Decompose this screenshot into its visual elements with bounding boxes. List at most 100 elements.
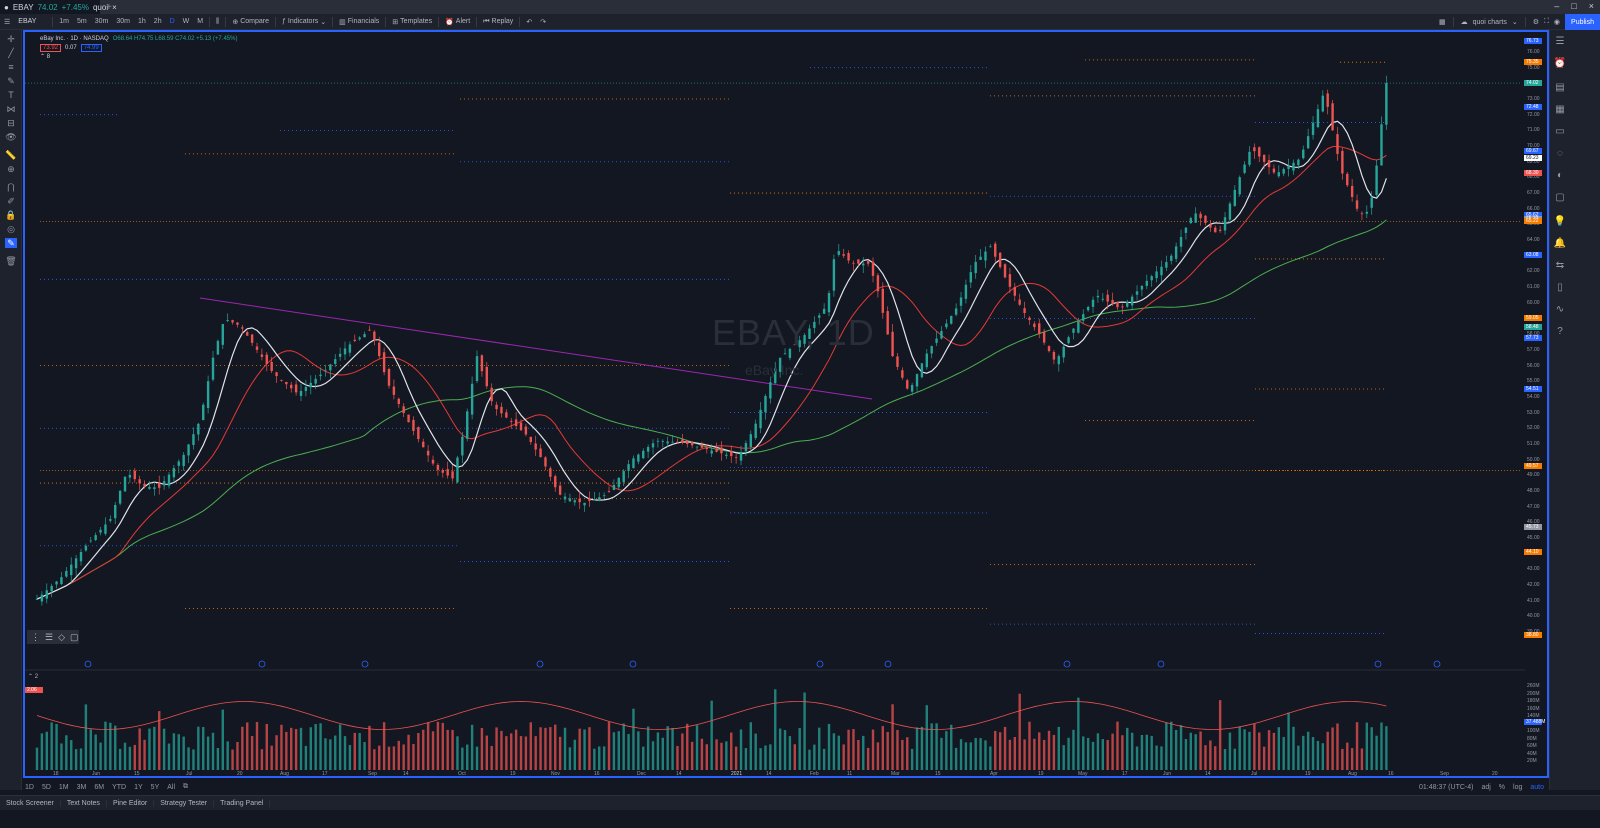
zoom-icon[interactable]: ⊕ [7,164,15,174]
sell-price-box[interactable]: 73.92 [40,43,62,52]
financials-button[interactable]: ▥ Financials [335,18,383,26]
interval-5m[interactable]: 5m [77,18,87,25]
hide-icon[interactable]: ◎ [7,224,15,234]
redo-icon[interactable]: ↷ [540,18,547,26]
tab-close-icon[interactable]: × [112,2,117,12]
drag-handle-icon[interactable]: ⋮ [31,631,40,642]
undo-icon[interactable]: ↶ [526,18,533,26]
settings-icon[interactable]: ⚙ [1532,19,1540,26]
candle-body [348,344,352,353]
calendar-icon[interactable]: ▭ [1555,126,1565,137]
indicators-button[interactable]: ƒ Indicators ⌄ [278,18,330,26]
hotlist-icon[interactable]: ▦ [1555,104,1565,115]
watchlist-icon[interactable]: ☰ [1555,36,1565,47]
interval-30m-b[interactable]: 30m [116,18,130,25]
brush-icon[interactable]: ✎ [7,76,15,86]
candle-body [945,323,948,328]
browser-tab[interactable]: ● EBAY 74.02 +7.45% quoi × [0,0,117,14]
interval-30m-a[interactable]: 30m [94,18,109,25]
volume-bar [206,736,210,770]
axis-percent[interactable]: % [1498,783,1506,791]
help-icon[interactable]: ? [1557,326,1563,337]
chat-icon[interactable]: ▢ [1555,192,1565,203]
ideas-icon[interactable]: ◌ [1557,148,1563,159]
compare-button[interactable]: ⊕ Compare [228,18,273,26]
interval-w[interactable]: W [182,18,190,25]
text-icon[interactable]: T [8,90,14,100]
range-ytd[interactable]: YTD [112,783,127,791]
streams-icon[interactable]: ◐ [1556,170,1564,181]
menu-icon[interactable]: ☰ [4,18,11,26]
tab-pine-editor[interactable]: Pine Editor [107,799,155,807]
volume-bar [456,736,459,770]
interval-1m[interactable]: 1m [59,18,70,25]
alert-button[interactable]: ⏰ Alert [441,18,474,26]
tab-trading-panel[interactable]: Trading Panel [214,799,271,807]
pulse-icon[interactable]: ∿ [1555,304,1565,315]
axis-auto[interactable]: auto [1530,783,1544,791]
buy-price-box[interactable]: 74.99 [80,43,102,52]
interval-1h[interactable]: 1h [138,18,146,25]
eye-icon[interactable]: 👁 [5,132,17,142]
collapse-legend-icon[interactable]: ⌃ 8 [40,54,51,60]
maximize-icon[interactable]: □ [1571,1,1577,11]
range-1y[interactable]: 1Y [134,783,143,791]
range-1m[interactable]: 1M [58,783,69,791]
range-5d[interactable]: 5D [41,783,51,791]
trash-icon[interactable]: 🗑 [5,256,17,266]
forecast-icon[interactable]: ⊟ [7,118,15,128]
volume-bar [285,731,288,770]
chart-frame[interactable] [23,30,1549,778]
pattern-icon[interactable]: ⋈ [6,104,16,114]
interval-d[interactable]: D [169,18,175,25]
stay-drawing-icon[interactable]: ✐ [7,196,15,206]
trendline-icon[interactable]: ╱ [8,48,14,58]
screener-icon[interactable]: ▯ [1557,282,1563,293]
tab-text-notes[interactable]: Text Notes [61,799,107,807]
volume-bar [348,744,352,770]
fullscreen-icon[interactable]: ⛶ [1544,18,1549,25]
new-tab-icon[interactable]: + [106,1,112,13]
snapshot-icon[interactable]: ◉ [1553,19,1561,26]
tab-strategy-tester[interactable]: Strategy Tester [154,799,215,807]
sync-drawing-icon[interactable]: ✎ [5,238,17,248]
symbol-search[interactable]: EBAY [18,18,37,25]
layout-chevron-icon[interactable]: ⌄ [1511,19,1518,26]
visibility-icon[interactable]: ◇ [58,631,65,642]
range-6m[interactable]: 6M [94,783,105,791]
range-1d[interactable]: 1D [25,783,34,791]
replay-button[interactable]: ⏮ Replay [479,18,517,26]
publish-button[interactable]: Publish [1565,14,1600,30]
bulb-icon[interactable]: 💡 [1553,216,1567,227]
data-window-icon[interactable]: ▤ [1555,82,1565,93]
fib-icon[interactable]: ≡ [8,62,14,72]
axis-log[interactable]: log [1513,783,1523,791]
lock-icon[interactable]: 🔒 [5,210,17,220]
range-all[interactable]: All [167,783,176,791]
frame-icon[interactable]: ▢ [70,631,79,642]
crosshair-icon[interactable]: ✛ [7,34,15,44]
candle-body [1209,224,1212,228]
ruler-icon[interactable]: 📏 [5,150,17,160]
interval-2h[interactable]: 2h [153,18,162,25]
layout-name[interactable]: quoi charts [1472,18,1507,26]
chart-type-icon[interactable]: ⫼ [216,17,220,25]
dom-icon[interactable]: ⇆ [1555,260,1565,271]
window-close-icon[interactable]: × [1588,1,1594,11]
range-3m[interactable]: 3M [76,783,87,791]
tab-stock-screener[interactable]: Stock Screener [0,799,61,807]
templates-button[interactable]: ⊞ Templates [388,18,436,26]
alerts-icon[interactable]: ⏰ [1553,58,1567,69]
template-icon[interactable]: ☰ [45,631,54,642]
axis-adj[interactable]: adj [1481,783,1491,791]
magnet-icon[interactable]: ⋂ [7,182,15,192]
layout-icon[interactable]: ▦ [1438,19,1446,26]
volume-bar [153,726,156,770]
range-5y[interactable]: 5Y [150,783,160,791]
minimize-icon[interactable]: – [1554,1,1560,11]
goto-date-icon[interactable]: ⧉ [183,783,189,790]
notifications-icon[interactable]: 🔔 [1553,238,1567,249]
interval-m[interactable]: M [197,18,204,25]
volume-collapse-icon[interactable]: ⌃ [28,674,34,680]
